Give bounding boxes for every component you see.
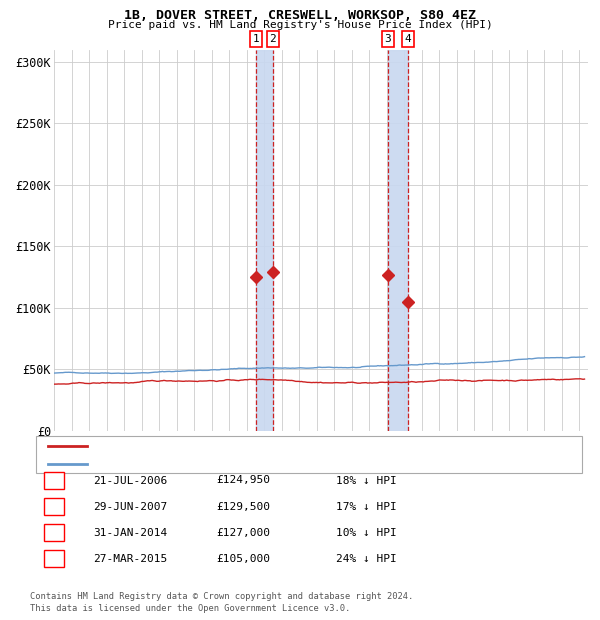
Bar (388, 50, 408, 431)
Text: £105,000: £105,000 (216, 554, 270, 564)
Text: 1: 1 (50, 476, 57, 485)
Text: 10% ↓ HPI: 10% ↓ HPI (336, 528, 397, 538)
Text: 18% ↓ HPI: 18% ↓ HPI (336, 476, 397, 485)
Text: 4: 4 (50, 554, 57, 564)
Text: 31-JAN-2014: 31-JAN-2014 (93, 528, 167, 538)
Text: £129,500: £129,500 (216, 502, 270, 512)
Text: 1: 1 (253, 34, 260, 44)
Text: 2: 2 (50, 502, 57, 512)
Text: 4: 4 (405, 34, 412, 44)
Text: Contains HM Land Registry data © Crown copyright and database right 2024.: Contains HM Land Registry data © Crown c… (30, 592, 413, 601)
Text: 1B, DOVER STREET, CRESWELL, WORKSOP, S80 4EZ: 1B, DOVER STREET, CRESWELL, WORKSOP, S80… (124, 9, 476, 22)
Text: 29-JUN-2007: 29-JUN-2007 (93, 502, 167, 512)
Text: £124,950: £124,950 (216, 476, 270, 485)
Text: 2: 2 (269, 34, 276, 44)
Text: 21-JUL-2006: 21-JUL-2006 (93, 476, 167, 485)
Text: Price paid vs. HM Land Registry's House Price Index (HPI): Price paid vs. HM Land Registry's House … (107, 20, 493, 30)
Text: 24% ↓ HPI: 24% ↓ HPI (336, 554, 397, 564)
Text: 3: 3 (385, 34, 391, 44)
Text: This data is licensed under the Open Government Licence v3.0.: This data is licensed under the Open Gov… (30, 603, 350, 613)
Text: 1B, DOVER STREET, CRESWELL, WORKSOP, S80 4EZ (detached house): 1B, DOVER STREET, CRESWELL, WORKSOP, S80… (94, 441, 475, 451)
Text: 27-MAR-2015: 27-MAR-2015 (93, 554, 167, 564)
Text: HPI: Average price, detached house, Bolsover: HPI: Average price, detached house, Bols… (94, 459, 369, 469)
Bar (256, 50, 272, 431)
Text: £127,000: £127,000 (216, 528, 270, 538)
Text: 17% ↓ HPI: 17% ↓ HPI (336, 502, 397, 512)
Text: 3: 3 (50, 528, 57, 538)
